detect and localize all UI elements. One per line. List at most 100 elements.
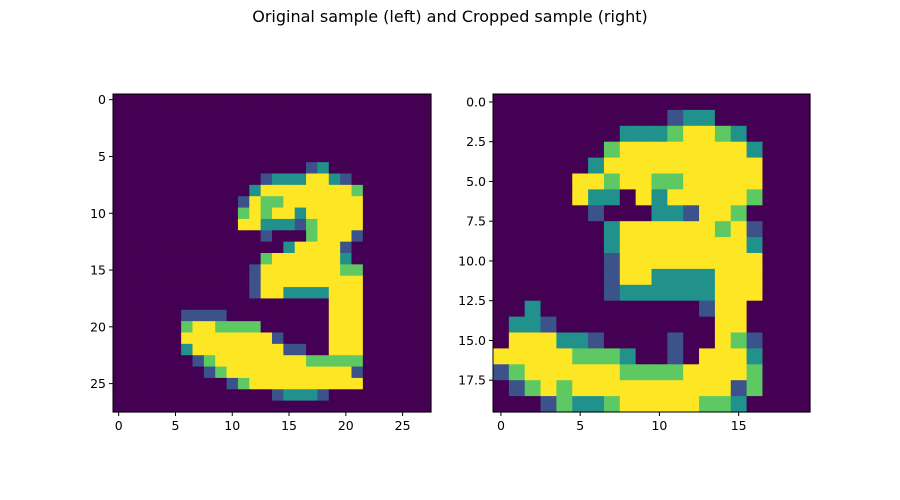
- heatmap-cell: [306, 230, 319, 243]
- heatmap-cell: [556, 94, 573, 111]
- heatmap-cell: [619, 189, 637, 206]
- heatmap-cell: [317, 207, 330, 220]
- heatmap-cell: [249, 128, 262, 141]
- heatmap-cell: [667, 173, 684, 190]
- heatmap-cell: [249, 343, 262, 356]
- heatmap-cell: [362, 343, 375, 356]
- heatmap-cell: [113, 128, 125, 141]
- heatmap-cell: [203, 366, 216, 379]
- heatmap-cell: [158, 287, 171, 300]
- heatmap-cell: [408, 389, 421, 402]
- heatmap-cell: [730, 109, 748, 127]
- heatmap-cell: [215, 321, 228, 334]
- heatmap-cell: [181, 298, 194, 311]
- heatmap-cell: [169, 207, 182, 220]
- heatmap-cell: [226, 196, 239, 209]
- heatmap-cell: [794, 157, 811, 175]
- x-tick-label: 10: [224, 418, 240, 433]
- heatmap-cell: [762, 125, 779, 143]
- heatmap-cell: [260, 332, 273, 345]
- heatmap-cell: [317, 400, 330, 413]
- heatmap-cell: [699, 380, 716, 397]
- heatmap-cell: [746, 300, 764, 318]
- heatmap-cell: [317, 366, 330, 379]
- heatmap-cell: [237, 218, 250, 231]
- heatmap-cell: [508, 380, 526, 397]
- heatmap-cell: [169, 332, 182, 345]
- heatmap-cell: [272, 366, 284, 379]
- heatmap-cell: [237, 139, 250, 152]
- heatmap-cell: [699, 332, 716, 349]
- heatmap-cell: [124, 275, 137, 288]
- heatmap-cell: [147, 253, 160, 265]
- heatmap-cell: [113, 94, 125, 106]
- heatmap-cell: [762, 300, 779, 318]
- heatmap-cell: [306, 207, 319, 220]
- heatmap-cell: [249, 173, 262, 186]
- heatmap-cell: [328, 264, 341, 277]
- heatmap-cell: [306, 287, 319, 300]
- heatmap-cell: [158, 94, 171, 106]
- heatmap-cell: [540, 189, 557, 206]
- heatmap-cell: [419, 275, 432, 288]
- heatmap-cell: [746, 173, 764, 190]
- heatmap-cell: [572, 316, 589, 334]
- heatmap-cell: [306, 105, 319, 118]
- heatmap-cell: [317, 162, 330, 175]
- heatmap-cell: [306, 218, 319, 231]
- heatmap-cell: [374, 321, 387, 334]
- heatmap-cell: [408, 218, 421, 231]
- heatmap-cell: [351, 105, 364, 118]
- heatmap-cell: [351, 128, 364, 141]
- heatmap-cell: [619, 109, 637, 127]
- heatmap-cell: [408, 321, 421, 334]
- heatmap-cell: [635, 396, 653, 413]
- heatmap-cell: [408, 275, 421, 288]
- heatmap-cell: [192, 173, 205, 186]
- heatmap-cell: [714, 125, 732, 143]
- heatmap-cell: [651, 237, 668, 254]
- heatmap-cell: [237, 355, 250, 368]
- heatmap-cell: [619, 237, 637, 254]
- heatmap-cell: [328, 162, 341, 175]
- heatmap-cell: [306, 196, 319, 209]
- heatmap-cell: [351, 230, 364, 243]
- heatmap-cell: [540, 221, 557, 238]
- heatmap-cell: [493, 348, 510, 365]
- heatmap-cell: [215, 309, 228, 322]
- heatmap-cell: [340, 377, 353, 390]
- heatmap-cell: [317, 218, 330, 231]
- heatmap-cell: [524, 221, 542, 238]
- heatmap-cell: [778, 173, 795, 190]
- heatmap-cell: [249, 287, 262, 300]
- heatmap-cell: [603, 364, 621, 381]
- heatmap-cell: [351, 184, 364, 197]
- heatmap-cell: [272, 128, 284, 141]
- heatmap-cell: [237, 184, 250, 197]
- heatmap-cell: [158, 241, 171, 254]
- heatmap-cell: [651, 316, 668, 334]
- heatmap-cell: [588, 284, 605, 302]
- heatmap-cell: [603, 380, 621, 397]
- heatmap-cell: [135, 241, 148, 254]
- heatmap-cell: [419, 343, 432, 356]
- heatmap-cell: [113, 298, 125, 311]
- heatmap-cell: [317, 150, 330, 163]
- heatmap-cell: [778, 380, 795, 397]
- heatmap-cell: [113, 264, 125, 277]
- heatmap-cell: [508, 173, 526, 190]
- heatmap-cell: [556, 300, 573, 318]
- heatmap-cell: [699, 364, 716, 381]
- heatmap-cell: [328, 366, 341, 379]
- heatmap-cell: [683, 221, 700, 238]
- heatmap-cell: [778, 364, 795, 381]
- heatmap-cell: [540, 253, 557, 270]
- heatmap-cell: [714, 157, 732, 175]
- heatmap-cell: [540, 364, 557, 381]
- heatmap-cell: [508, 109, 526, 127]
- heatmap-cell: [351, 207, 364, 220]
- heatmap-cell: [328, 400, 341, 413]
- heatmap-cell: [113, 275, 125, 288]
- heatmap-cell: [351, 366, 364, 379]
- heatmap-cell: [181, 309, 194, 322]
